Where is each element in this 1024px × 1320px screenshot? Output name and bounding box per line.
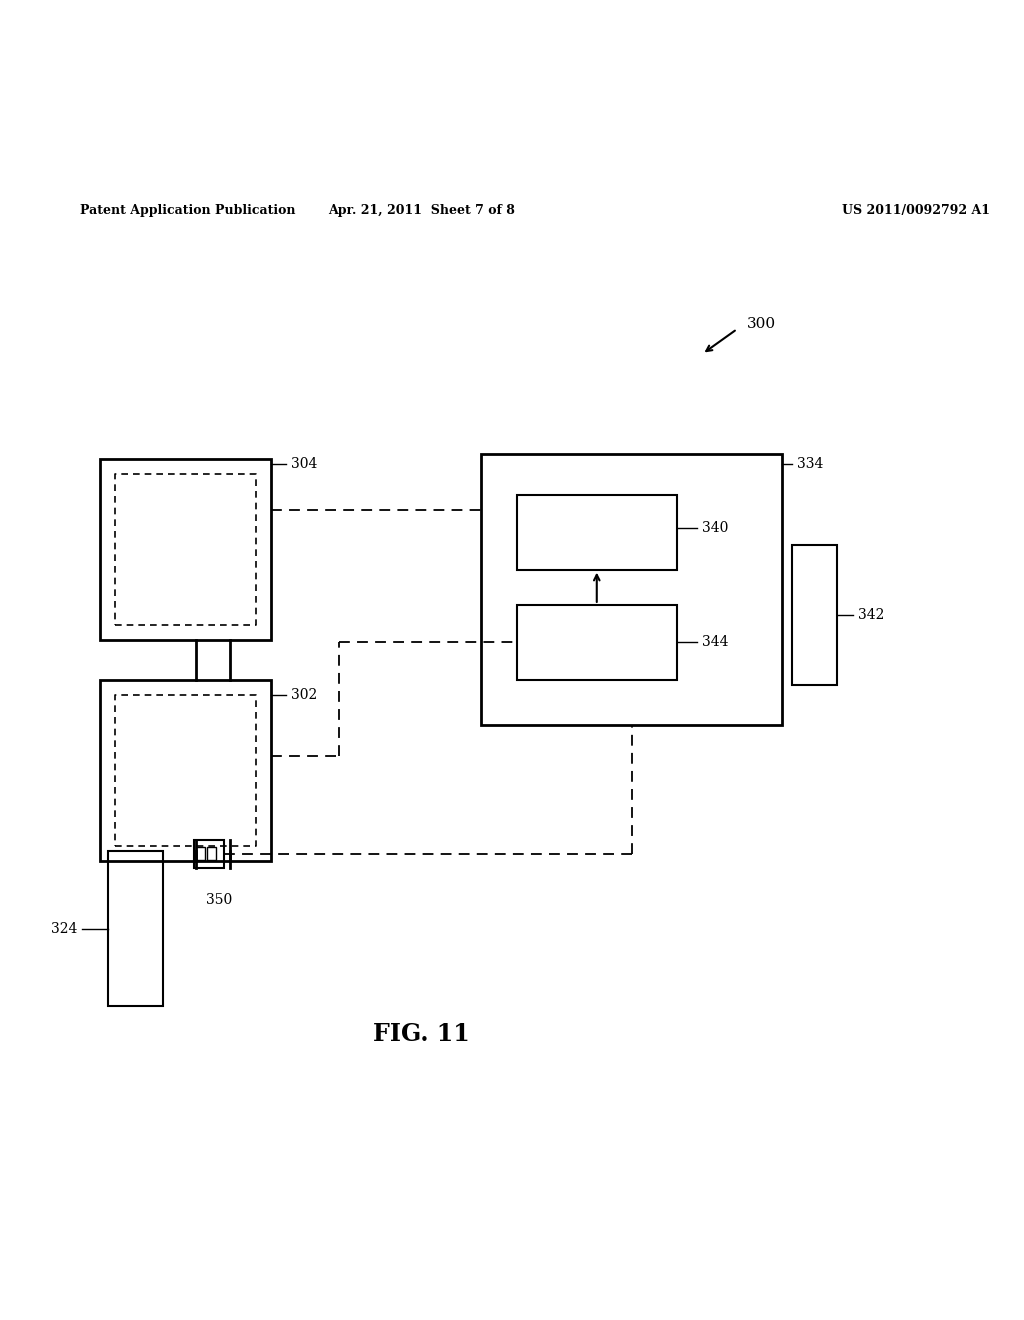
Text: 344: 344 xyxy=(702,635,729,649)
Bar xyxy=(481,454,782,725)
Bar xyxy=(516,605,677,680)
Bar xyxy=(194,840,223,867)
Text: Apr. 21, 2011  Sheet 7 of 8: Apr. 21, 2011 Sheet 7 of 8 xyxy=(328,203,515,216)
Bar xyxy=(109,850,164,1006)
Text: 300: 300 xyxy=(748,317,776,331)
Bar xyxy=(196,847,205,861)
Text: US 2011/0092792 A1: US 2011/0092792 A1 xyxy=(843,203,990,216)
Bar xyxy=(100,459,270,640)
Bar xyxy=(207,847,216,861)
Text: 350: 350 xyxy=(206,892,231,907)
Bar xyxy=(100,680,270,861)
Bar xyxy=(516,495,677,570)
Text: Patent Application Publication: Patent Application Publication xyxy=(80,203,296,216)
Text: 304: 304 xyxy=(291,458,317,471)
Text: 324: 324 xyxy=(51,921,77,936)
Text: 334: 334 xyxy=(798,458,823,471)
Text: FIG. 11: FIG. 11 xyxy=(373,1022,470,1047)
Text: 342: 342 xyxy=(857,609,884,622)
Text: 302: 302 xyxy=(291,688,317,702)
Bar xyxy=(793,545,838,685)
Text: 340: 340 xyxy=(702,520,728,535)
